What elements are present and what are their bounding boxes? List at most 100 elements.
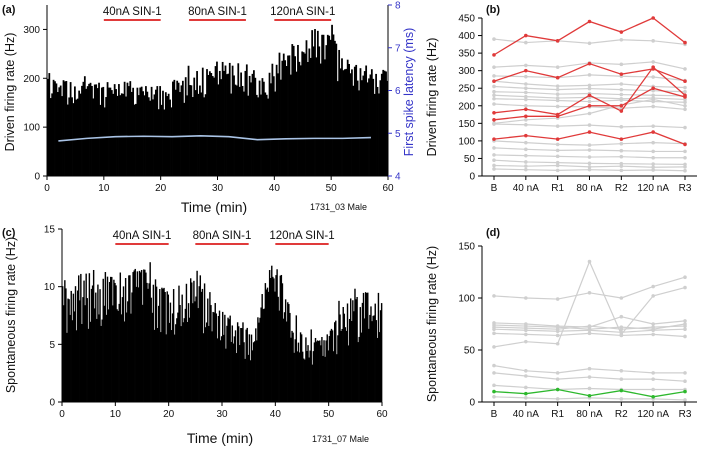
c-bin <box>299 332 302 402</box>
c-bin <box>278 310 280 402</box>
c-bin <box>138 270 141 402</box>
a-bin <box>187 65 190 176</box>
panel-d-label: (d) <box>486 227 500 239</box>
a-application-label: 120nA SIN-1 <box>270 6 335 18</box>
c-bin <box>116 309 118 402</box>
c-bin <box>362 292 365 402</box>
c-bin <box>153 329 156 402</box>
a-bin <box>235 85 238 176</box>
d-background-series-point <box>587 328 592 333</box>
panel-a-latency-series <box>58 135 371 142</box>
b-highlighted-series-point <box>587 130 592 134</box>
c-bin <box>344 327 347 402</box>
d-background-series-point <box>524 332 528 337</box>
a-bin <box>218 70 221 176</box>
a-bin <box>332 34 335 176</box>
a-bin <box>288 55 291 176</box>
a-bin <box>281 60 284 176</box>
c-bin <box>339 314 341 402</box>
b-highlighted-series-point <box>555 39 560 43</box>
c-bin <box>162 288 164 402</box>
c-bin <box>170 330 173 402</box>
a-bin <box>227 73 230 176</box>
a-bin <box>331 24 333 176</box>
a-bin <box>307 62 309 176</box>
c-bin <box>374 303 376 402</box>
c-bin <box>160 332 162 402</box>
b-background-series-point <box>524 94 528 99</box>
c-bin <box>305 337 307 402</box>
c-bin <box>292 332 294 402</box>
c-bin <box>71 320 74 402</box>
c-bin <box>126 312 128 402</box>
a-y-tick-label: 300 <box>23 25 40 36</box>
c-x-tick-label: 40 <box>270 409 282 420</box>
c-bin <box>194 301 196 402</box>
a-bin <box>287 55 289 176</box>
b-highlighted-series-point <box>524 68 528 73</box>
b-highlighted-series-point <box>524 133 528 138</box>
c-bin <box>297 342 300 402</box>
c-bin <box>321 337 323 402</box>
a-bin <box>217 84 220 176</box>
c-bin <box>291 330 293 402</box>
a-bin <box>108 87 110 176</box>
a-bin <box>96 88 99 176</box>
b-background-series-point <box>524 40 528 45</box>
a-y-tick-label: 200 <box>23 74 40 85</box>
b-highlighted-series-point <box>651 86 655 91</box>
c-bin <box>163 287 165 402</box>
b-background-series-point <box>492 74 496 78</box>
d-background-series-point <box>555 333 560 338</box>
b-background-series-point <box>524 160 528 164</box>
a-bin <box>338 49 341 176</box>
d-background-series-point <box>524 296 528 300</box>
c-bin <box>355 299 357 402</box>
b-background-series-point <box>524 90 528 95</box>
d-background-series-point <box>587 291 592 295</box>
c-bin <box>251 350 254 402</box>
a-bin <box>213 77 216 176</box>
c-bin <box>174 334 176 402</box>
a-bin <box>71 97 73 176</box>
c-bin <box>289 312 291 402</box>
a-bin <box>228 62 231 176</box>
b-background-series-point <box>587 143 592 147</box>
a-bin <box>339 68 342 176</box>
a-bin <box>386 80 389 176</box>
a-bin <box>308 48 311 176</box>
c-bin <box>332 351 335 402</box>
d-background-series-point <box>683 371 687 375</box>
a-bin <box>274 91 277 176</box>
b-background-series-point <box>587 73 592 77</box>
c-bin <box>346 303 349 402</box>
d-background-series-point <box>651 332 655 337</box>
c-bin <box>161 287 163 402</box>
c-bin <box>128 275 130 402</box>
c-bin <box>302 351 304 402</box>
a-bin <box>315 57 318 177</box>
d-highlighted-series-point <box>524 391 528 396</box>
a-bin <box>221 61 224 177</box>
c-bin <box>118 303 120 402</box>
a-bin <box>197 93 200 176</box>
a-bin <box>361 80 363 176</box>
c-bin <box>369 314 371 402</box>
b-background-series-point <box>587 111 592 116</box>
a-bin <box>220 79 223 176</box>
b-background-series-point <box>683 168 687 173</box>
c-bin <box>105 314 108 402</box>
b-highlighted-series-point <box>492 111 496 115</box>
c-bin <box>186 322 189 402</box>
c-bin <box>89 321 92 402</box>
b-background-series-point <box>651 93 655 98</box>
c-bin <box>293 352 295 402</box>
d-background-series-point <box>492 327 496 332</box>
b-highlighted-series-point <box>587 93 592 98</box>
b-y-tick-label: 150 <box>458 119 475 130</box>
a-bin <box>238 86 241 176</box>
panel-c-x-ticks: 0 10 20 30 40 50 60 <box>59 402 388 420</box>
b-background-series-point <box>651 140 655 145</box>
b-background-series-point <box>492 37 496 41</box>
c-bin <box>338 300 340 402</box>
